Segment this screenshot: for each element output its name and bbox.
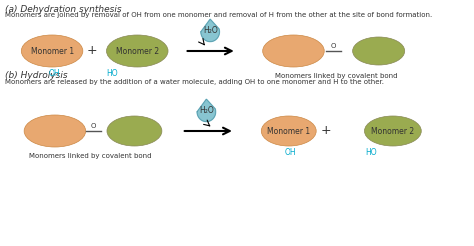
Polygon shape xyxy=(201,19,219,42)
Ellipse shape xyxy=(365,116,421,146)
Text: +: + xyxy=(87,45,97,58)
Text: OH: OH xyxy=(49,69,61,78)
Text: (b) Hydrolysis: (b) Hydrolysis xyxy=(5,71,67,80)
Ellipse shape xyxy=(263,35,324,67)
Text: Monomers linked by covalent bond: Monomers linked by covalent bond xyxy=(29,153,151,159)
Text: +: + xyxy=(320,124,331,138)
Text: H₂O: H₂O xyxy=(203,26,218,35)
Ellipse shape xyxy=(24,115,86,147)
Text: O: O xyxy=(330,43,336,48)
Text: Monomer 1: Monomer 1 xyxy=(30,46,73,56)
Ellipse shape xyxy=(353,37,405,65)
Ellipse shape xyxy=(261,116,316,146)
Ellipse shape xyxy=(107,35,168,67)
Text: Monomers are released by the addition of a water molecule, adding OH to one mono: Monomers are released by the addition of… xyxy=(5,79,384,85)
Text: HO: HO xyxy=(365,148,377,157)
Ellipse shape xyxy=(107,116,162,146)
Polygon shape xyxy=(197,99,216,122)
Text: Monomer 1: Monomer 1 xyxy=(267,126,310,136)
Text: O: O xyxy=(91,123,96,128)
Text: OH: OH xyxy=(285,148,296,157)
Text: Monomers linked by covalent bond: Monomers linked by covalent bond xyxy=(275,73,397,79)
Text: HO: HO xyxy=(106,69,118,78)
Text: (a) Dehydration synthesis: (a) Dehydration synthesis xyxy=(5,5,121,14)
Text: Monomer 2: Monomer 2 xyxy=(116,46,159,56)
Text: Monomer 2: Monomer 2 xyxy=(371,126,414,136)
Text: Monomers are joined by removal of OH from one monomer and removal of H from the : Monomers are joined by removal of OH fro… xyxy=(5,12,432,18)
Text: H₂O: H₂O xyxy=(199,106,214,115)
Ellipse shape xyxy=(21,35,83,67)
